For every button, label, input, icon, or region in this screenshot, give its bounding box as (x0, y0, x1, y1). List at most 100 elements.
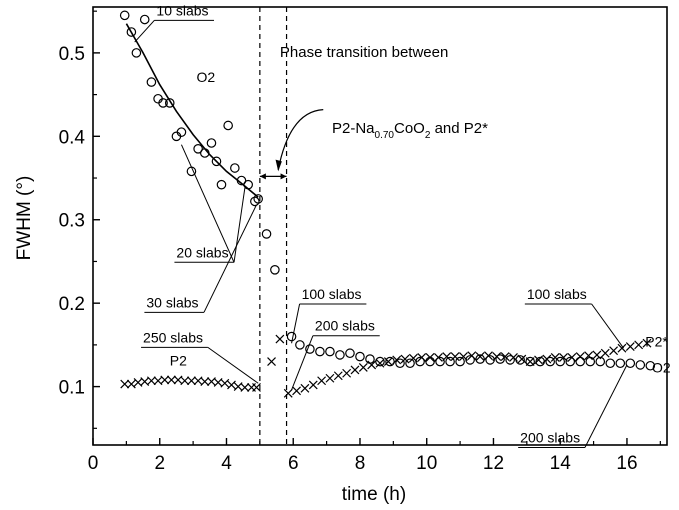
annotation-aP2: P2 (170, 353, 187, 369)
point-o2-39 (435, 356, 445, 367)
phase-formula-prefix: P2-Na (332, 120, 375, 137)
point-p2-47 (484, 351, 493, 361)
point-o2-59 (635, 360, 646, 370)
point-o2-31 (355, 351, 365, 362)
point-p2-48 (492, 352, 502, 361)
point-p2-18 (240, 383, 250, 392)
y-tick-label-0.4: 0.4 (59, 127, 86, 148)
point-p2-28 (325, 373, 335, 383)
point-o2-48 (525, 356, 535, 367)
point-p2-10 (187, 376, 196, 386)
point-p2-9 (180, 376, 190, 386)
x-tick-label-10: 10 (416, 453, 437, 474)
point-o2-35 (395, 358, 405, 369)
phase-formula-mid: CoO (394, 120, 425, 137)
point-o2-3 (139, 14, 150, 25)
x-tick-label-4: 4 (221, 453, 232, 474)
point-p2-56 (559, 352, 568, 362)
point-p2-45 (467, 351, 477, 361)
point-o2-6 (158, 98, 168, 108)
point-o2-23 (270, 264, 280, 275)
point-p2-41 (433, 352, 443, 362)
point-o2-50 (545, 356, 555, 367)
point-o2-56 (605, 358, 616, 369)
point-p2-55 (550, 352, 560, 362)
point-o2-53 (575, 356, 586, 367)
point-o2-30 (345, 348, 355, 359)
point-o2-57 (615, 358, 626, 369)
annotation-aphase1: Phase transition between (280, 44, 448, 61)
point-o2-37 (415, 356, 425, 367)
point-p2-0 (120, 379, 130, 389)
annotation-a200r: 200 slabs (520, 429, 580, 445)
point-o2-60 (645, 360, 656, 371)
point-p2-20 (252, 383, 261, 392)
annotation-a30: 30 slabs (146, 294, 198, 310)
point-o2-15 (216, 179, 227, 190)
point-o2-24 (286, 331, 297, 342)
point-p2-12 (200, 377, 210, 387)
phase-arrowhead-left (259, 173, 266, 180)
point-p2-57 (567, 352, 577, 362)
annotation-aO2: O2 (196, 69, 215, 85)
point-o2-18 (236, 175, 247, 186)
point-p2-26 (308, 380, 318, 390)
point-p2-62 (609, 346, 619, 356)
annotation-leader-a30-0 (203, 204, 257, 313)
annotation-a10: 10 slabs (156, 2, 208, 18)
y-tick-label-0.1: 0.1 (59, 378, 85, 399)
point-o2-9 (176, 127, 187, 137)
point-p2-49 (500, 352, 510, 361)
point-p2-66 (642, 338, 652, 348)
point-p2-42 (442, 352, 452, 361)
point-p2-23 (283, 388, 293, 398)
annotation-a100l: 100 slabs (302, 286, 362, 302)
annotation-leader-a200l-0 (291, 335, 314, 391)
point-o2-51 (555, 356, 566, 367)
point-o2-26 (305, 344, 315, 354)
phase-label-pointer (277, 109, 324, 170)
x-axis-title: time (h) (342, 484, 406, 505)
point-p2-25 (300, 383, 310, 393)
y-tick-label-0.3: 0.3 (59, 211, 85, 232)
point-p2-51 (517, 354, 527, 364)
point-o2-11 (193, 144, 203, 154)
point-p2-15 (220, 378, 230, 388)
point-o2-7 (164, 98, 175, 108)
point-p2-40 (425, 352, 435, 362)
point-p2-46 (475, 352, 485, 361)
phase-formula-sub2: 2 (425, 130, 431, 141)
point-p2-52 (525, 357, 535, 366)
point-o2-29 (335, 350, 345, 360)
y-axis-title: FWHM (°) (14, 176, 35, 261)
point-p2-54 (542, 354, 552, 364)
point-p2-4 (146, 376, 156, 386)
annotation-leader-a100r-0 (591, 303, 625, 349)
annotation-a250: 250 slabs (143, 329, 203, 345)
point-p2-31 (350, 365, 360, 375)
point-p2-33 (367, 360, 377, 370)
annotation-leader-a100l-0 (291, 303, 301, 344)
point-o2-38 (425, 356, 435, 367)
point-o2-55 (595, 356, 606, 367)
annotation-leader-a10-0 (134, 20, 155, 43)
point-p2-24 (292, 386, 301, 396)
x-tick-label-12: 12 (483, 453, 504, 474)
point-p2-36 (392, 355, 402, 365)
point-o2-22 (261, 229, 272, 239)
point-p2-1 (126, 379, 136, 389)
point-p2-30 (342, 368, 352, 378)
point-p2-39 (417, 352, 427, 362)
point-p2-59 (584, 351, 594, 361)
point-p2-32 (358, 362, 368, 372)
y-tick-label-0.2: 0.2 (59, 294, 85, 315)
point-o2-36 (405, 358, 415, 369)
point-o2-13 (206, 138, 217, 148)
point-o2-44 (485, 355, 495, 365)
phase-formula-suffix: and P2* (430, 120, 488, 137)
point-p2-29 (333, 371, 343, 381)
point-o2-16 (223, 120, 233, 131)
point-o2-52 (565, 356, 576, 367)
point-p2-16 (227, 380, 236, 390)
point-o2-40 (445, 356, 455, 367)
